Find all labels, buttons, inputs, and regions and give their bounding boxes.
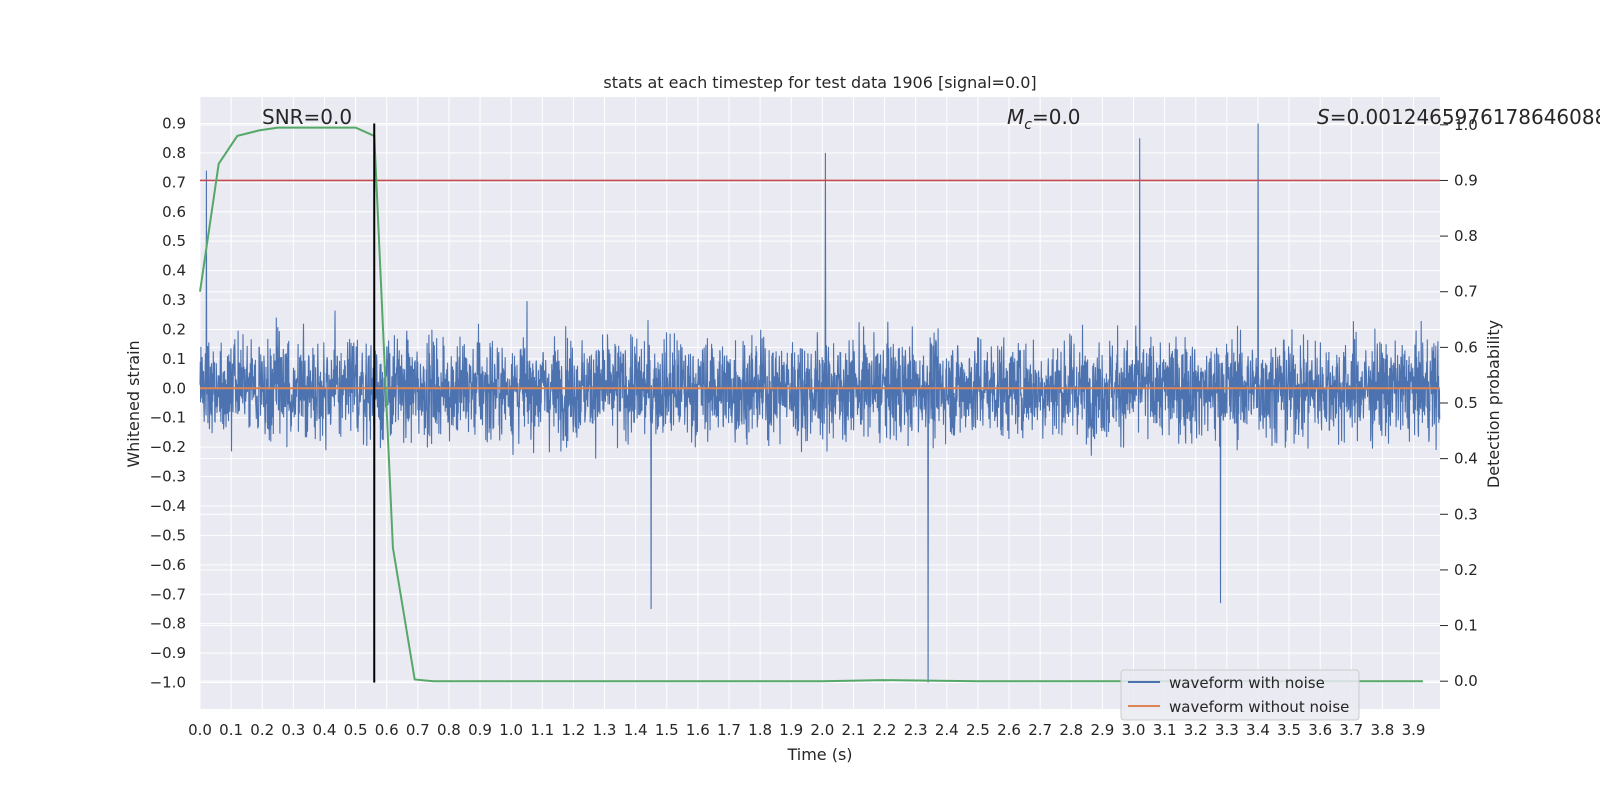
y-left-tick-label: −0.1 bbox=[150, 409, 186, 427]
x-axis-label: Time (s) bbox=[786, 745, 852, 764]
y-axis-right-label: Detection probability bbox=[1484, 320, 1503, 488]
y-left-tick-label: 0.3 bbox=[162, 291, 186, 309]
x-tick-label: 3.6 bbox=[1308, 721, 1332, 739]
y-left-tick-label: 0.0 bbox=[162, 379, 186, 397]
x-tick-label: 1.5 bbox=[655, 721, 679, 739]
x-tick-label: 2.1 bbox=[842, 721, 866, 739]
chirp-mass-subscript: c bbox=[1024, 117, 1032, 133]
legend: waveform with noise waveform without noi… bbox=[1120, 669, 1360, 721]
y-left-tick-label: 0.4 bbox=[162, 262, 186, 280]
y-left-tick-label: 0.7 bbox=[162, 173, 186, 191]
annotations: stats at each timestep for test data 190… bbox=[124, 73, 1600, 764]
x-tick-label: 2.4 bbox=[935, 721, 959, 739]
y-left-tick-label: −0.3 bbox=[150, 468, 186, 486]
x-tick-label: 1.4 bbox=[624, 721, 648, 739]
legend-box bbox=[1120, 669, 1360, 721]
series-detection-probability bbox=[199, 126, 1423, 683]
y-left-tick-label: −0.8 bbox=[150, 615, 186, 633]
s-annotation: S=0.0012465976178646088 bbox=[1317, 105, 1600, 129]
chirp-mass-symbol: M bbox=[1007, 105, 1024, 129]
x-tick-label: 0.0 bbox=[188, 721, 212, 739]
y-right-tick-label: 0.0 bbox=[1454, 672, 1478, 690]
y-left-tick-label: 0.5 bbox=[162, 232, 186, 250]
y-right-tick-label: 0.9 bbox=[1454, 171, 1478, 189]
y-right-tick-label: 0.3 bbox=[1454, 505, 1478, 523]
x-tick-label: 2.3 bbox=[904, 721, 928, 739]
x-tick-label: 3.3 bbox=[1215, 721, 1239, 739]
y-left-tick-label: −0.2 bbox=[150, 438, 186, 456]
x-tick-label: 0.9 bbox=[468, 721, 492, 739]
x-tick-label: 0.6 bbox=[375, 721, 399, 739]
x-tick-label: 0.7 bbox=[406, 721, 430, 739]
y-right-tick-label: 0.5 bbox=[1454, 394, 1478, 412]
x-tick-label: 1.7 bbox=[717, 721, 741, 739]
chirp-mass-value: =0.0 bbox=[1032, 105, 1081, 129]
x-tick-label: 1.8 bbox=[748, 721, 772, 739]
y-right-tick-label: 0.4 bbox=[1454, 450, 1478, 468]
x-tick-label: 2.9 bbox=[1090, 721, 1114, 739]
y-left-tick-label: −0.5 bbox=[150, 526, 186, 544]
y-right-tick-label: 0.2 bbox=[1454, 561, 1478, 579]
x-tick-label: 3.7 bbox=[1339, 721, 1363, 739]
y-left-tick-label: −1.0 bbox=[150, 674, 186, 692]
y-axis-left-label: Whitened strain bbox=[124, 340, 143, 467]
legend-label-clean: waveform without noise bbox=[1169, 698, 1349, 716]
x-tick-label: 1.3 bbox=[593, 721, 617, 739]
chart-title: stats at each timestep for test data 190… bbox=[603, 73, 1036, 92]
x-tick-label: 2.5 bbox=[966, 721, 990, 739]
x-tick-label: 1.0 bbox=[499, 721, 523, 739]
y-left-tick-label: 0.6 bbox=[162, 203, 186, 221]
y-left-tick-label: 0.9 bbox=[162, 114, 186, 132]
x-tick-label: 2.6 bbox=[997, 721, 1021, 739]
x-tick-label: 3.9 bbox=[1402, 721, 1426, 739]
x-tick-label: 3.5 bbox=[1277, 721, 1301, 739]
x-tick-label: 3.4 bbox=[1246, 721, 1270, 739]
x-tick-label: 1.2 bbox=[561, 721, 585, 739]
x-tick-label: 1.6 bbox=[686, 721, 710, 739]
x-tick-label: 1.1 bbox=[530, 721, 554, 739]
x-tick-label: 0.2 bbox=[250, 721, 274, 739]
x-tick-label: 2.7 bbox=[1028, 721, 1052, 739]
x-tick-label: 0.5 bbox=[344, 721, 368, 739]
y-left-tick-label: −0.9 bbox=[150, 644, 186, 662]
x-tick-label: 3.8 bbox=[1371, 721, 1395, 739]
x-tick-label: 1.9 bbox=[779, 721, 803, 739]
y-left-tick-label: 0.8 bbox=[162, 144, 186, 162]
y-right-tick-label: 0.6 bbox=[1454, 338, 1478, 356]
x-tick-label: 3.1 bbox=[1153, 721, 1177, 739]
y-right-tick-label: 0.1 bbox=[1454, 617, 1478, 635]
y-right-tick-label: 0.8 bbox=[1454, 227, 1478, 245]
x-tick-label: 0.4 bbox=[313, 721, 337, 739]
y-right-tick-label: 1.0 bbox=[1454, 116, 1478, 134]
axes: 0.0 0.1 0.2 0.3 0.4 0.5 0.6 0.7 0.8 0.9 1.0 1.1 1.2 1… bbox=[150, 114, 1478, 739]
x-tick-label: 3.0 bbox=[1122, 721, 1146, 739]
x-tick-label: 0.3 bbox=[281, 721, 305, 739]
x-tick-label: 0.1 bbox=[219, 721, 243, 739]
snr-annotation: SNR=0.0 bbox=[262, 105, 352, 129]
y-left-tick-label: 0.1 bbox=[162, 350, 186, 368]
x-tick-label: 2.0 bbox=[810, 721, 834, 739]
y-left-tick-label: −0.4 bbox=[150, 497, 186, 515]
s-value: =0.0012465976178646088 bbox=[1330, 105, 1600, 129]
chirp-mass-annotation: Mc=0.0 bbox=[1007, 105, 1081, 133]
s-symbol: S bbox=[1317, 105, 1330, 129]
y-right-tick-label: 0.7 bbox=[1454, 283, 1478, 301]
y-left-tick-label: −0.7 bbox=[150, 585, 186, 603]
series-waveform-with-noise bbox=[199, 123, 1441, 683]
legend-label-noise: waveform with noise bbox=[1169, 674, 1325, 692]
x-tick-label: 2.8 bbox=[1059, 721, 1083, 739]
y-left-tick-label: 0.2 bbox=[162, 320, 186, 338]
plot-area bbox=[199, 123, 1441, 683]
x-tick-label: 2.2 bbox=[873, 721, 897, 739]
x-tick-label: 3.2 bbox=[1184, 721, 1208, 739]
x-tick-label: 0.8 bbox=[437, 721, 461, 739]
y-left-tick-label: −0.6 bbox=[150, 556, 186, 574]
